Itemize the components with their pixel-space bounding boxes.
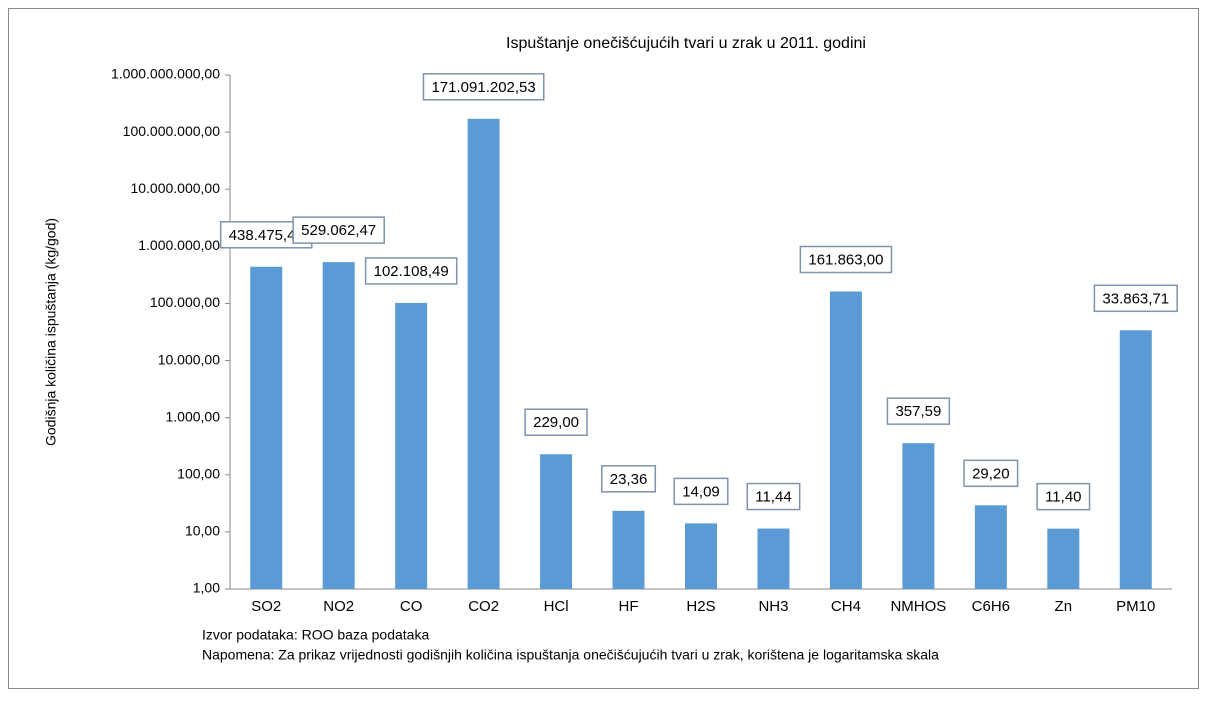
y-axis-label: Godišnja količina ispuštanja (kg/god)	[43, 218, 59, 446]
data-label-box	[364, 257, 458, 285]
x-tick-label: NO2	[323, 598, 354, 615]
bar	[322, 262, 355, 589]
data-label: 29,20	[972, 465, 1010, 482]
bar	[974, 505, 1007, 589]
y-tick-label: 10.000.000,00	[130, 180, 220, 196]
y-tick-label: 100.000,00	[150, 294, 220, 310]
bar	[902, 443, 935, 589]
x-tick-label: CO	[400, 598, 423, 615]
data-label: 23,36	[610, 471, 648, 488]
x-tick-label: NMHOS	[890, 598, 946, 615]
y-tick-label: 1.000.000,00	[138, 237, 220, 253]
data-label-box	[886, 397, 951, 425]
bar	[685, 523, 717, 589]
data-label-box	[422, 73, 545, 101]
y-tick-label: 1,00	[193, 580, 220, 596]
data-label-box	[799, 245, 893, 274]
bar	[1119, 330, 1152, 589]
data-label: 438.475,49	[229, 227, 304, 244]
y-tick-label: 100,00	[177, 465, 220, 481]
x-tick-label: HCl	[544, 598, 569, 615]
data-label-box	[673, 477, 729, 506]
x-tick-label: CO2	[468, 598, 499, 615]
bar	[250, 266, 283, 589]
x-tick-label: HF	[619, 598, 639, 615]
bar	[1047, 528, 1080, 589]
y-tick-label: 10,00	[185, 523, 220, 539]
bar	[829, 291, 862, 589]
chart-border	[8, 8, 1199, 689]
x-tick-label: CH4	[831, 598, 861, 615]
data-label: 11,44	[755, 489, 791, 506]
data-label: 14,09	[682, 483, 720, 500]
source-note: Izvor podataka: ROO baza podataka	[202, 627, 429, 643]
y-tick-label: 10.000,00	[158, 351, 220, 367]
bar	[467, 118, 500, 589]
data-label-box	[746, 482, 801, 511]
data-label: 229,00	[533, 414, 579, 431]
x-tick-label: NH3	[758, 598, 788, 615]
x-tick-label: Zn	[1055, 598, 1073, 615]
note: Napomena: Za prikaz vrijednosti godišnji…	[202, 647, 939, 663]
y-tick-label: 1.000,00	[166, 408, 221, 424]
data-label-box	[1036, 482, 1091, 511]
bar	[395, 302, 428, 589]
x-tick-label: SO2	[251, 598, 281, 615]
data-label: 171.091.202,53	[431, 79, 535, 96]
data-label-box	[292, 216, 385, 244]
data-label-box	[963, 459, 1019, 488]
x-tick-label: PM10	[1116, 598, 1155, 615]
data-label: 102.108,49	[374, 263, 449, 280]
bar	[540, 454, 573, 589]
data-label-box	[524, 408, 588, 436]
y-tick-label: 1.000.000.000,00	[111, 66, 220, 82]
y-tick-label: 100.000.000,00	[123, 123, 221, 139]
data-label: 11,40	[1045, 489, 1081, 506]
data-label-box	[601, 465, 657, 493]
x-tick-label: H2S	[686, 598, 715, 615]
chart-title: Ispuštanje onečišćujućih tvari u zrak u …	[506, 35, 866, 52]
data-label: 33.863,71	[1102, 290, 1169, 307]
data-label: 357,59	[895, 403, 941, 420]
data-label: 161.863,00	[808, 251, 883, 268]
data-label: 529.062,47	[301, 222, 376, 239]
bar	[757, 528, 790, 589]
bar	[612, 510, 645, 589]
x-tick-label: C6H6	[972, 598, 1010, 615]
data-label-box	[1093, 284, 1178, 313]
